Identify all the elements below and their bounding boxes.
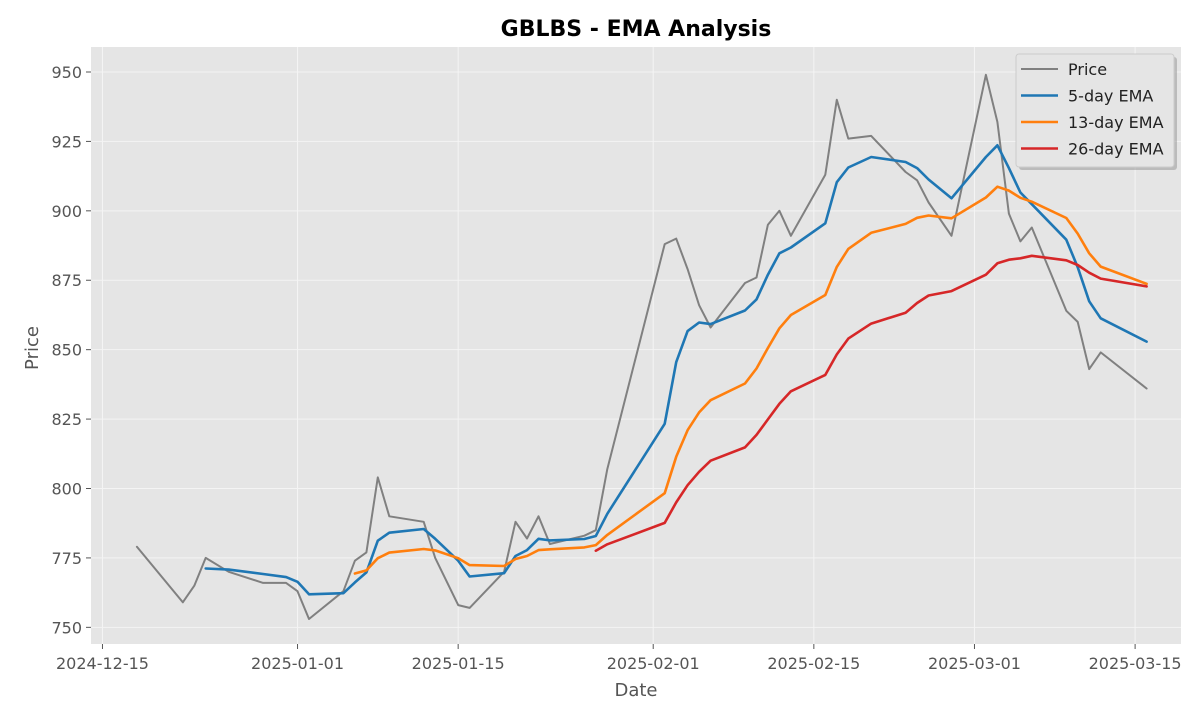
series-line-5-day-ema (204, 144, 1148, 596)
y-axis-label: Price (22, 326, 43, 370)
chart-title: GBLBS - EMA Analysis (501, 17, 772, 42)
series-line-price (135, 73, 1148, 620)
y-tick-label: 850 (51, 341, 82, 360)
legend-label-13-day-ema: 13-day EMA (1068, 113, 1164, 132)
y-tick-label: 950 (51, 63, 82, 82)
legend-label-5-day-ema: 5-day EMA (1068, 87, 1153, 106)
y-tick-label: 750 (51, 618, 82, 637)
legend-label-price: Price (1068, 60, 1107, 79)
x-tick-label: 2025-02-01 (607, 654, 700, 673)
y-tick-label: 825 (51, 410, 82, 429)
y-tick-label: 925 (51, 132, 82, 151)
y-tick-label: 900 (51, 202, 82, 221)
series-line-26-day-ema (594, 254, 1148, 553)
legend: Price 5-day EMA 13-day EMA 26-day EMA (1015, 53, 1177, 170)
x-tick-label: 2025-03-15 (1089, 654, 1182, 673)
series-line-13-day-ema (353, 185, 1148, 575)
grid (91, 47, 1181, 644)
legend-box (1015, 53, 1175, 168)
y-tick-label: 875 (51, 271, 82, 290)
y-tick-label: 775 (51, 549, 82, 568)
x-tick-label: 2025-03-01 (928, 654, 1021, 673)
x-tick-label: 2025-01-01 (251, 654, 344, 673)
x-axis-label: Date (614, 680, 657, 701)
y-tick-label: 800 (51, 480, 82, 499)
series-lines (135, 73, 1148, 620)
legend-label-26-day-ema: 26-day EMA (1068, 140, 1164, 159)
axis-ticks: 750 775 800 825 850 875 900 925 950 2024-12-15 202… (51, 63, 1181, 673)
x-tick-label: 2025-02-15 (767, 654, 860, 673)
legend-items: Price 5-day EMA 13-day EMA 26-day EMA (1021, 60, 1164, 159)
x-tick-label: 2025-01-15 (412, 654, 505, 673)
x-tick-label: 2024-12-15 (56, 654, 149, 673)
